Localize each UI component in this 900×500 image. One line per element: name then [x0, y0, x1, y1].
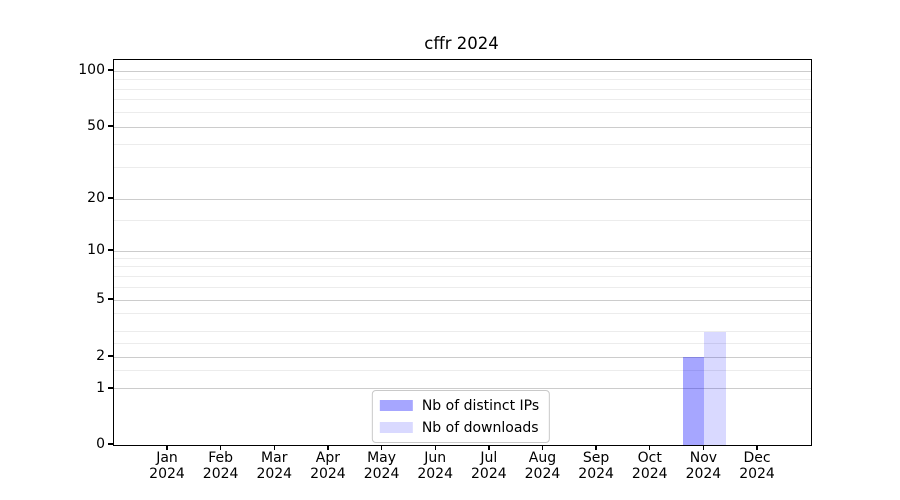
gridline-minor: [114, 144, 811, 146]
x-tick-mark: [595, 445, 597, 451]
legend-swatch: [379, 400, 413, 411]
x-tick-label: Mar 2024: [242, 450, 306, 482]
x-tick-month: Dec: [743, 450, 771, 466]
x-tick-month: Oct: [637, 450, 662, 466]
x-tick-year: 2024: [202, 465, 239, 482]
legend-entry: Nb of distinct IPs: [379, 396, 540, 415]
legend-entry-label: Nb of downloads: [421, 419, 539, 436]
x-tick-month: Mar: [261, 450, 288, 466]
gridline-minor: [114, 99, 811, 101]
y-tick-label: 1: [96, 379, 105, 396]
x-tick-year: 2024: [417, 465, 453, 482]
gridline-minor: [114, 369, 811, 371]
x-tick-year: 2024: [739, 465, 775, 482]
y-tick-label: 2: [96, 347, 105, 364]
gridline-minor: [114, 266, 811, 268]
gridline-minor: [114, 111, 811, 113]
x-tick-label: Nov 2024: [671, 450, 735, 482]
y-tick-label: 20: [87, 189, 105, 206]
x-tick-month: May: [367, 450, 397, 466]
plot-area: [113, 59, 812, 446]
legend-entry: Nb of downloads: [379, 418, 539, 437]
legend-entry-label: Nb of distinct IPs: [421, 397, 540, 414]
gridline-minor: [114, 342, 811, 344]
legend-swatch: [379, 422, 413, 433]
gridline-minor: [114, 275, 811, 277]
x-tick-label: Aug 2024: [510, 450, 574, 482]
y-tick-mark: [108, 443, 113, 445]
x-tick-month: Apr: [315, 450, 341, 466]
y-tick-mark: [108, 298, 113, 300]
gridline-minor: [114, 166, 811, 168]
gridline-minor: [114, 257, 811, 259]
x-tick-mark: [488, 445, 490, 451]
x-tick-month: Feb: [208, 450, 234, 466]
gridline-minor: [114, 220, 811, 222]
x-tick-label: Jul 2024: [457, 450, 521, 482]
gridline-major: [114, 70, 811, 72]
gridline-major: [114, 126, 811, 128]
x-tick-year: 2024: [685, 465, 722, 482]
x-tick-year: 2024: [631, 465, 668, 482]
legend: Nb of distinct IPs Nb of downloads: [371, 390, 551, 443]
x-tick-year: 2024: [578, 465, 614, 482]
x-tick-year: 2024: [310, 465, 346, 482]
gridline-minor: [114, 331, 811, 333]
x-tick-month: Jan: [156, 450, 178, 466]
y-tick-label: 5: [96, 291, 105, 307]
y-tick-label: 10: [87, 241, 105, 258]
x-tick-mark: [219, 445, 222, 451]
bar-nb-of-downloads: [704, 331, 726, 445]
y-tick-mark: [108, 69, 113, 71]
y-tick-label: 100: [78, 62, 105, 78]
x-tick-mark: [649, 445, 651, 451]
gridline-minor: [114, 79, 811, 81]
x-tick-label: Oct 2024: [618, 450, 682, 482]
x-tick-year: 2024: [363, 465, 400, 482]
y-tick-mark: [108, 387, 113, 389]
x-tick-mark: [434, 445, 436, 451]
x-tick-label: Dec 2024: [725, 450, 789, 482]
gridline-minor: [114, 88, 811, 90]
x-tick-month: Jun: [424, 450, 447, 466]
x-tick-label: Apr 2024: [296, 450, 360, 482]
gridline-major: [114, 356, 811, 358]
bar-nb-of-distinct-ips: [682, 357, 705, 445]
gridline-major: [114, 299, 811, 301]
y-tick-mark: [108, 355, 113, 357]
y-tick-label: 0: [96, 436, 105, 452]
x-tick-month: Nov: [689, 450, 718, 466]
y-tick-mark: [108, 249, 113, 251]
gridline-minor: [114, 313, 811, 315]
x-tick-label: Feb 2024: [189, 450, 253, 482]
y-tick-mark: [108, 125, 113, 127]
gridline-major: [114, 198, 811, 200]
x-tick-label: May 2024: [350, 450, 414, 482]
x-tick-label: Jun 2024: [403, 450, 467, 482]
x-tick-year: 2024: [256, 465, 293, 482]
x-tick-mark: [756, 445, 758, 451]
x-tick-year: 2024: [471, 465, 507, 482]
x-tick-mark: [273, 445, 275, 451]
x-tick-mark: [166, 445, 168, 451]
x-tick-year: 2024: [524, 465, 561, 482]
x-tick-year: 2024: [149, 465, 185, 482]
x-tick-mark: [327, 445, 329, 451]
x-tick-month: Aug: [528, 450, 557, 466]
x-tick-month: Jul: [480, 450, 498, 466]
y-tick-label: 50: [87, 117, 105, 134]
x-tick-mark: [541, 445, 544, 451]
gridline-major: [114, 250, 811, 252]
chart-title: cffr 2024: [424, 34, 499, 53]
x-tick-mark: [702, 445, 705, 451]
x-tick-label: Jan 2024: [135, 450, 199, 482]
x-tick-mark: [380, 445, 383, 451]
y-tick-mark: [108, 197, 113, 199]
x-tick-month: Sep: [582, 450, 610, 466]
gridline-major: [114, 388, 811, 390]
gridline-minor: [114, 286, 811, 288]
x-tick-label: Sep 2024: [564, 450, 628, 482]
